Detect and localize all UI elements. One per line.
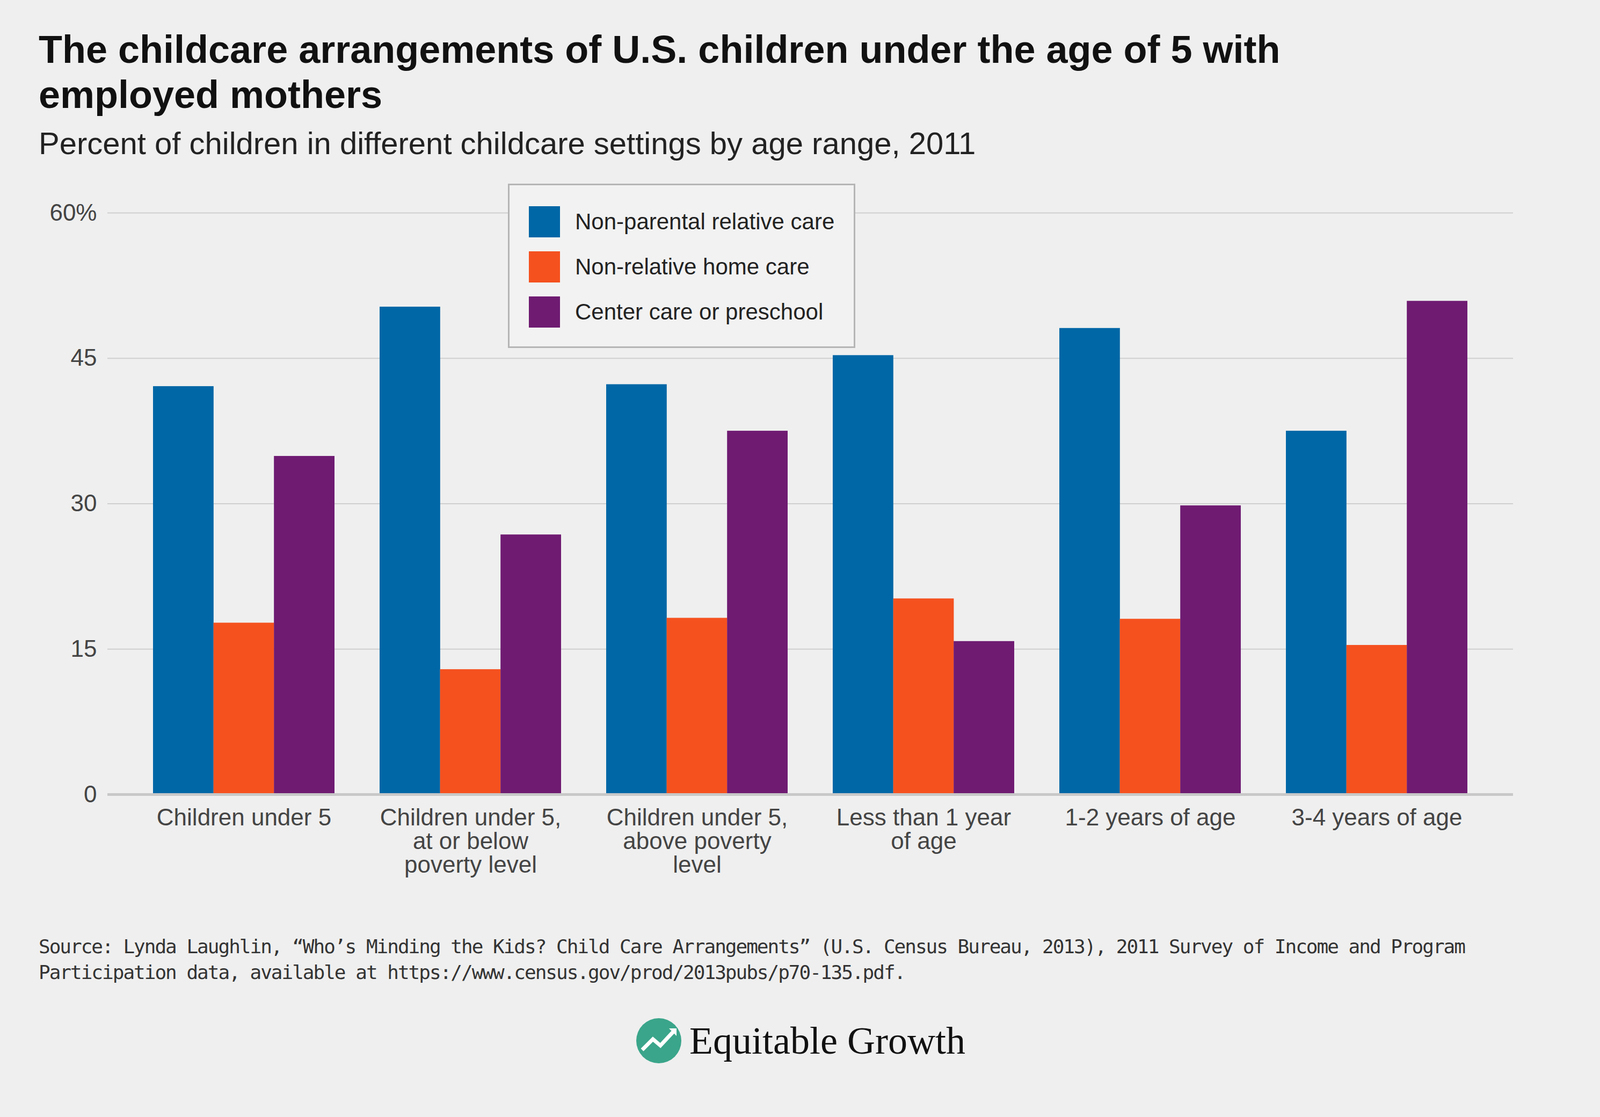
svg-text:15: 15	[70, 635, 98, 662]
svg-text:Children under 5: Children under 5	[156, 803, 332, 831]
svg-text:1-2 years of age: 1-2 years of age	[1065, 803, 1236, 831]
svg-text:0: 0	[83, 780, 97, 807]
svg-text:30: 30	[70, 489, 98, 516]
html-text:Source: Lynda Laughlin, “Who’s: Source: Lynda Laughlin, “Who’s Minding t…	[38, 935, 1465, 984]
html-text:Percent of children in differe: Percent of children in different childca…	[38, 125, 976, 161]
html-text:Center care or preschool: Center care or preschool	[575, 299, 824, 325]
html-text:Equitable Growth: Equitable Growth	[689, 1018, 966, 1062]
svg-text:3-4 years of age: 3-4 years of age	[1291, 803, 1463, 831]
svg-text:Children under 5,above poverty: Children under 5,above povertylevel	[606, 803, 789, 878]
html-text:The childcare arrangements of: The childcare arrangements of U.S. child…	[38, 27, 1281, 116]
svg-text:Children under 5,at or belowpo: Children under 5,at or belowpoverty leve…	[380, 803, 562, 878]
svg-text:60%: 60%	[49, 199, 97, 226]
svg-text:Less than 1 yearof age: Less than 1 yearof age	[836, 803, 1012, 854]
html-text:Non-relative home care: Non-relative home care	[575, 253, 810, 280]
html-text:Non-parental relative care: Non-parental relative care	[575, 208, 835, 235]
svg-text:45: 45	[70, 344, 98, 371]
